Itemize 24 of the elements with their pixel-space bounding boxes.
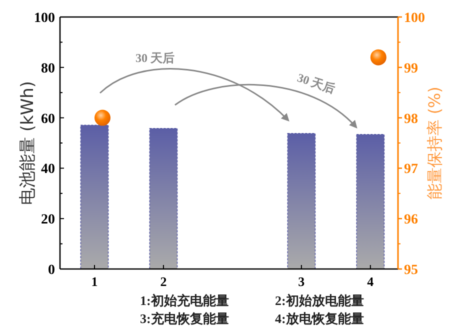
y2-tick-label: 99 [404,61,418,76]
text: 3:充电恢复能量 [140,311,229,326]
y2-tick-label: 95 [404,263,418,278]
y2-axis-title: 能量保持率 (%) [425,86,444,200]
text: 4:放电恢复能量 [275,311,364,326]
y-tick-label: 100 [34,11,55,26]
y-tick-label: 80 [41,61,55,76]
y-tick-label: 20 [41,212,55,228]
x-tick-label: 1 [91,274,98,289]
annotation: 30 天后 [136,51,174,65]
y2-tick-label: 98 [404,112,418,127]
y-tick-label: 60 [41,112,55,127]
text: 1:初始充电能量 [140,293,229,308]
x-tick-label: 3 [298,274,306,289]
y2-tick-label: 96 [404,212,418,228]
text: 2:初始放电能量 [275,293,364,308]
x-tick-label: 2 [160,274,167,289]
y-axis-title: 电池能量 (kWh) [18,80,38,206]
y-tick-label: 40 [41,162,55,178]
y2-tick-label: 97 [404,162,418,178]
y-tick-label: 0 [48,263,55,278]
annotation: 30 天后 [296,70,337,96]
x-tick-label: 4 [367,274,374,289]
y2-tick-label: 100 [404,11,425,26]
